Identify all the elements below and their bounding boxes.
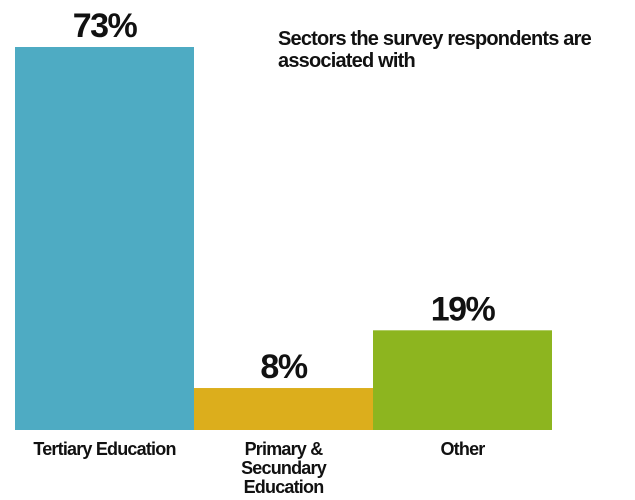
category-label-3: Other [440,439,485,459]
bar-1 [15,47,194,430]
chart-title: Sectors the survey respondents are assoc… [278,28,592,72]
category-label-2: Primary & Secundary Education [241,439,327,497]
value-label-2: 8% [260,348,307,386]
value-label-1: 73% [73,7,138,45]
value-label-3: 19% [431,290,496,328]
bar-3 [373,330,552,430]
category-label-1: Tertiary Education [33,439,175,459]
bar-2 [194,388,373,430]
